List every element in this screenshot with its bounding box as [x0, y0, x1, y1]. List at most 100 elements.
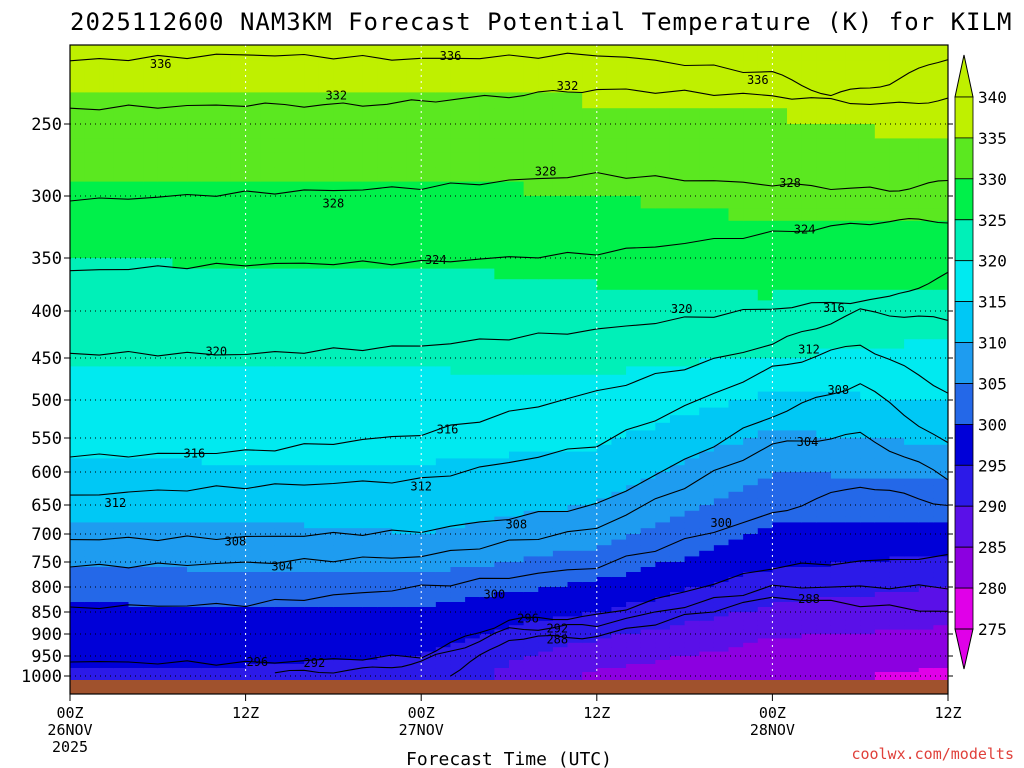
theta-fill-cell [582, 602, 598, 608]
theta-fill-cell [435, 400, 452, 409]
theta-fill-cell [684, 562, 700, 568]
theta-fill-cell [494, 245, 510, 259]
theta-fill-cell [187, 516, 203, 523]
theta-fill-cell [509, 245, 525, 259]
theta-fill-cell [816, 339, 832, 350]
theta-fill-cell [406, 358, 422, 367]
theta-fill-cell [874, 358, 891, 367]
theta-fill-cell [596, 602, 613, 608]
theta-fill-cell [933, 651, 948, 657]
theta-fill-cell [84, 567, 100, 573]
theta-fill-cell [84, 358, 100, 367]
theta-fill-cell [538, 415, 554, 424]
theta-fill-cell [318, 567, 334, 573]
theta-fill-cell [918, 510, 934, 518]
theta-fill-cell [201, 220, 217, 234]
theta-fill-cell [889, 620, 905, 626]
theta-fill-cell [669, 528, 686, 535]
theta-fill-cell [684, 383, 700, 393]
theta-fill-cell [933, 383, 948, 393]
theta-fill-cell [816, 329, 832, 340]
theta-fill-cell [523, 478, 539, 486]
theta-fill-cell [494, 451, 510, 459]
theta-fill-cell [684, 45, 700, 62]
theta-fill-cell [655, 196, 671, 209]
theta-fill-cell [582, 647, 598, 653]
theta-fill-cell [904, 300, 920, 312]
theta-fill-cell [333, 556, 349, 563]
theta-fill-cell [567, 556, 583, 563]
theta-fill-cell [918, 138, 934, 154]
theta-fill-cell [377, 196, 393, 209]
theta-fill-cell [230, 587, 247, 593]
contour-label-312: 312 [410, 480, 432, 494]
theta-fill-cell [904, 233, 920, 247]
theta-fill-cell [655, 60, 671, 78]
theta-fill-cell [757, 391, 773, 401]
theta-fill-cell [304, 339, 320, 350]
theta-fill-cell [933, 268, 948, 280]
theta-fill-cell [874, 245, 891, 259]
theta-fill-cell [406, 458, 422, 466]
theta-fill-cell [406, 430, 422, 439]
theta-fill-cell [904, 472, 920, 480]
theta-fill-cell [113, 329, 130, 340]
theta-fill-cell [230, 430, 247, 439]
theta-fill-cell [377, 339, 393, 350]
theta-fill-cell [377, 616, 393, 622]
theta-fill-cell [465, 92, 481, 109]
theta-fill-cell [143, 539, 159, 546]
theta-fill-cell [904, 279, 920, 291]
theta-fill-cell [128, 539, 144, 546]
theta-fill-cell [845, 92, 861, 109]
theta-fill-cell [728, 620, 744, 626]
theta-fill-cell [860, 634, 876, 639]
theta-fill-cell [816, 582, 832, 588]
theta-fill-cell [260, 444, 276, 453]
theta-fill-cell [465, 587, 481, 593]
theta-fill-cell [143, 556, 159, 563]
theta-fill-cell [787, 651, 803, 657]
theta-fill-cell [216, 572, 232, 578]
theta-fill-cell [216, 510, 232, 518]
theta-fill-cell [362, 516, 378, 523]
theta-fill-cell [172, 616, 188, 622]
theta-fill-cell [99, 348, 115, 359]
theta-fill-cell [918, 577, 934, 583]
theta-fill-cell [391, 374, 408, 384]
theta-fill-cell [494, 339, 510, 350]
theta-fill-cell [567, 562, 583, 568]
theta-fill-cell [830, 664, 847, 669]
theta-fill-cell [348, 550, 364, 557]
theta-fill-cell [596, 45, 613, 62]
theta-fill-cell [435, 642, 452, 648]
theta-fill-cell [172, 567, 188, 573]
theta-fill-cell [801, 534, 817, 541]
theta-fill-cell [801, 587, 817, 593]
theta-fill-cell [552, 415, 569, 424]
theta-fill-cell [201, 522, 217, 529]
theta-fill-cell [333, 233, 349, 247]
theta-fill-cell [113, 522, 130, 529]
theta-fill-cell [582, 196, 598, 209]
theta-fill-cell [84, 108, 100, 125]
theta-fill-cell [494, 220, 510, 234]
theta-fill-cell [304, 400, 320, 409]
theta-fill-cell [143, 638, 159, 644]
theta-fill-cell [348, 348, 364, 359]
theta-fill-cell [377, 505, 393, 512]
theta-fill-cell [713, 415, 730, 424]
theta-fill-cell [933, 528, 948, 535]
theta-fill-cell [918, 124, 934, 139]
theta-fill-cell [889, 485, 905, 493]
theta-fill-cell [157, 612, 174, 617]
theta-fill-cell [421, 444, 437, 453]
theta-fill-cell [713, 550, 730, 557]
theta-fill-cell [640, 577, 656, 583]
theta-fill-cell [406, 672, 422, 680]
theta-fill-cell [216, 279, 232, 291]
theta-fill-cell [318, 124, 334, 139]
theta-fill-cell [904, 528, 920, 535]
theta-fill-cell [128, 438, 144, 446]
theta-fill-cell [904, 642, 920, 648]
